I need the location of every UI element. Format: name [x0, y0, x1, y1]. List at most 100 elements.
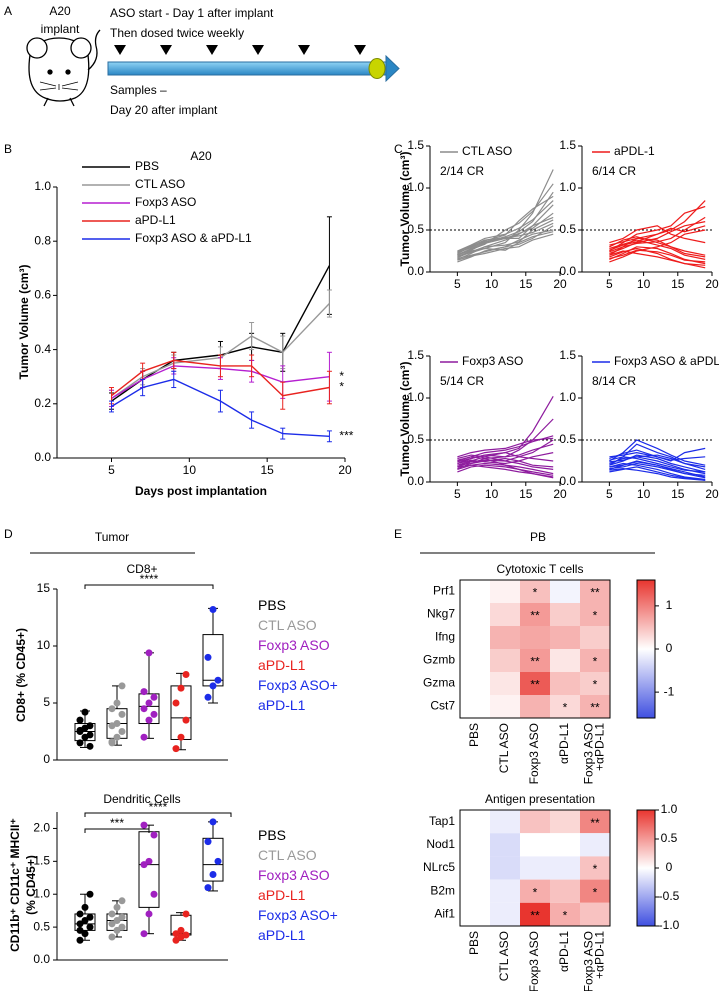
- y-tick-label: 1.0: [407, 180, 424, 194]
- heatmap-cell: [580, 879, 610, 903]
- heatmap-cell: [520, 833, 550, 857]
- data-point: [145, 857, 153, 865]
- heatmap-cell: [520, 879, 550, 903]
- series-line: [457, 222, 554, 253]
- heatmap-cell: [490, 902, 520, 926]
- colorbar-tick-label: 1: [666, 598, 673, 612]
- data-point: [113, 720, 121, 728]
- significance-bracket: [84, 828, 150, 833]
- legend-label: Foxp3 ASO+ aPD-L1: [258, 677, 338, 713]
- data-point: [140, 705, 148, 713]
- data-point: [209, 606, 217, 614]
- data-point: [81, 708, 89, 716]
- y-tick-label: 0: [43, 752, 50, 766]
- panel-label: D: [4, 527, 13, 541]
- data-point: [150, 831, 158, 839]
- data-point: [86, 742, 94, 750]
- heatmap-cell: [580, 810, 610, 834]
- series-line: [457, 225, 554, 260]
- data-point: [140, 688, 148, 696]
- series-line: [609, 462, 706, 476]
- data-point: [172, 699, 180, 707]
- column-label: CTL ASO: [497, 931, 511, 981]
- legend-label: aPD-L1: [258, 887, 306, 903]
- heatmap-cell: [460, 856, 490, 880]
- y-tick-label: 5: [43, 695, 50, 709]
- heatmap-cell: [460, 672, 490, 695]
- significance: ***: [339, 428, 353, 442]
- significance-bracket: [84, 584, 214, 589]
- significance: *: [593, 885, 598, 899]
- chart-title: CD8+: [126, 562, 157, 576]
- panel-label: E: [394, 527, 402, 541]
- chart-title: Antigen presentation: [485, 792, 595, 806]
- significance: **: [530, 909, 540, 923]
- heatmap-cell: [520, 649, 550, 672]
- heatmap-cell: [580, 856, 610, 880]
- heatmap-cell: [550, 626, 580, 649]
- data-point: [76, 726, 84, 734]
- column-label: PBS: [467, 931, 481, 955]
- series-line: [457, 451, 554, 463]
- series-line: [457, 212, 554, 256]
- data-point: [182, 910, 190, 918]
- heatmap-cell: [460, 695, 490, 718]
- heatmap-cell: [490, 833, 520, 857]
- data-point: [86, 722, 94, 730]
- series-line: [609, 216, 706, 253]
- column-label: CTL ASO: [497, 723, 511, 773]
- x-tick-label: 20: [705, 277, 719, 291]
- row-label: Gzmb: [423, 653, 455, 667]
- data-point: [86, 890, 94, 898]
- x-tick-label: 15: [260, 463, 274, 477]
- x-tick-label: 15: [671, 277, 685, 291]
- series-line: [609, 462, 706, 481]
- box: [170, 685, 192, 740]
- data-point: [118, 728, 126, 735]
- x-tick-label: 5: [454, 277, 461, 291]
- chart-note: 5/14 CR: [440, 374, 484, 388]
- y-tick-label: 0.0: [34, 450, 51, 464]
- y-tick-label: 10: [37, 638, 51, 652]
- row-label: B2m: [430, 883, 455, 897]
- colorbar-tick-label: 1.0: [661, 802, 678, 816]
- section-header: Tumor: [95, 530, 129, 544]
- series-line: [457, 456, 554, 478]
- colorbar-tick-label: -0.5: [659, 889, 680, 903]
- x-tick-label: 10: [485, 277, 499, 291]
- heatmap-cell: [550, 695, 580, 718]
- colorbar-tick-label: 0: [666, 641, 673, 655]
- heatmap-cell: [490, 626, 520, 649]
- data-point: [182, 716, 190, 724]
- column-label: Foxp3 ASO: [582, 931, 596, 991]
- heatmap-cell: [550, 649, 580, 672]
- heatmap-cell: [580, 603, 610, 626]
- x-axis-label: Days post implantation: [135, 484, 267, 498]
- heatmap-cell: [520, 672, 550, 695]
- heatmap-cell: [520, 810, 550, 834]
- data-point: [204, 838, 212, 846]
- series-line: [609, 461, 706, 478]
- data-point: [145, 649, 153, 657]
- y-axis-label: Tumor Volume (cm³): [398, 362, 412, 477]
- heatmap-cell: [580, 902, 610, 926]
- heatmap-cell: [460, 833, 490, 857]
- data-point: [108, 738, 116, 746]
- legend-label: CTL ASO: [135, 177, 185, 191]
- legend-label: Foxp3 ASO: [462, 354, 523, 368]
- data-point: [113, 733, 121, 741]
- y-tick-label: 0.5: [407, 222, 424, 236]
- data-point: [145, 910, 153, 918]
- column-label: αPD-L1: [557, 931, 571, 972]
- row-label: Gzma: [423, 676, 455, 690]
- column-label: Foxp3 ASO: [527, 723, 541, 784]
- significance: **: [530, 678, 540, 692]
- data-point: [118, 682, 126, 690]
- series-line: [609, 225, 706, 251]
- sampling-label: Samples –: [110, 83, 167, 97]
- data-point: [81, 930, 89, 938]
- data-point: [150, 693, 158, 701]
- data-point: [76, 739, 84, 747]
- column-label: Foxp3 ASO: [582, 723, 596, 784]
